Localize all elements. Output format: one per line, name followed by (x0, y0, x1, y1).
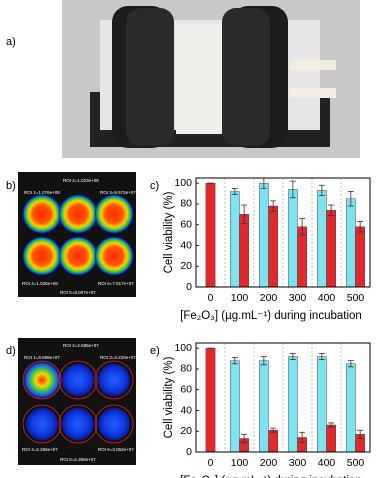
x-tick-label: 0 (208, 457, 214, 469)
well (94, 194, 134, 234)
roi-circle (58, 404, 98, 444)
bar (205, 182, 216, 288)
imaging-d (18, 338, 136, 465)
y-tick-label: 0 (186, 446, 192, 458)
x-tick-label: 500 (347, 457, 365, 469)
panel-label: e) (150, 345, 160, 357)
bar (205, 347, 216, 453)
bar (346, 363, 356, 453)
x-tick-label: 100 (231, 457, 249, 469)
y-axis-label: Cell viability (%) (163, 191, 175, 273)
x-axis-label: [Fe₂O₃] (µg.mL⁻¹) during incubation (180, 310, 362, 322)
x-tick-label: 500 (347, 292, 365, 304)
panel-label: c) (150, 180, 159, 192)
well (96, 406, 132, 442)
roi-label: ROI 5=8.097e+07 (60, 290, 96, 295)
x-tick-label: 400 (318, 292, 336, 304)
plate (176, 24, 222, 134)
imaging-b (18, 172, 136, 297)
clamp-band (126, 8, 174, 146)
bar (230, 191, 240, 288)
tube (290, 60, 336, 70)
well (22, 236, 62, 276)
bar (268, 205, 278, 288)
bar (239, 214, 249, 288)
roi-label: ROI 6=3.062e+07 (98, 447, 134, 452)
plot-frame (195, 177, 371, 288)
bar (317, 356, 327, 453)
y-tick-label: 20 (180, 425, 192, 437)
image-background (18, 172, 136, 297)
roi-circles (22, 360, 134, 444)
bar (297, 226, 307, 288)
roi-label: ROI 4=1.026e+08 (22, 281, 58, 286)
well (60, 406, 96, 442)
y-tick-label: 100 (174, 177, 192, 189)
roi-labels-d: ROI 2=2.595e+07 ROI 1=9.898e+07 ROI 3=3.… (22, 343, 136, 462)
well (96, 362, 132, 398)
well (58, 236, 98, 276)
plot-frame (195, 342, 371, 453)
roi-label: ROI 3=3.220e+07 (100, 355, 136, 360)
panel-label: d) (6, 345, 16, 357)
well (24, 406, 60, 442)
y-tick-label: 0 (186, 281, 192, 293)
well (60, 362, 96, 398)
bar (355, 226, 365, 288)
roi-label: ROI 6=7.917e+07 (98, 281, 134, 286)
x-tick-label: 100 (231, 292, 249, 304)
roi-circle (94, 360, 134, 400)
x-tick-label: 0 (208, 292, 214, 304)
roi-circle (94, 404, 134, 444)
bar (288, 356, 298, 453)
roi-label: ROI 2=1.023e+08 (63, 178, 99, 183)
photo (62, 0, 360, 158)
bar (259, 360, 269, 453)
roi-label: ROI 3=9.572e+07 (100, 190, 136, 195)
y-tick-label: 80 (180, 363, 192, 375)
y-axis-label: Cell viability (%) (163, 356, 175, 438)
roi-circle (22, 360, 62, 400)
bar (326, 424, 336, 453)
panel-label: b) (6, 180, 16, 192)
roi-labels-b: ROI 2=1.023e+08 ROI 1=1.076e+08 ROI 3=9.… (22, 178, 136, 295)
image-background (18, 338, 136, 465)
x-tick-label: 400 (318, 457, 336, 469)
roi-label: ROI 2=2.595e+07 (63, 343, 99, 348)
bar (346, 198, 356, 288)
bar (268, 430, 278, 453)
y-tick-label: 20 (180, 260, 192, 272)
roi-circle (58, 360, 98, 400)
bar (259, 182, 269, 288)
y-tick-label: 80 (180, 198, 192, 210)
y-tick-label: 60 (180, 218, 192, 230)
clamp-band (222, 8, 270, 146)
roi-circle (22, 404, 62, 444)
x-tick-label: 300 (289, 457, 307, 469)
roi-label: ROI 1=1.076e+08 (24, 190, 60, 195)
bar (288, 189, 298, 288)
x-tick-label: 200 (260, 292, 278, 304)
well (21, 359, 63, 401)
well (22, 194, 62, 234)
y-tick-label: 40 (180, 404, 192, 416)
well (94, 236, 134, 276)
x-tick-label: 300 (289, 292, 307, 304)
panel-label: a) (6, 36, 16, 48)
y-tick-label: 60 (180, 383, 192, 395)
y-tick-label: 100 (174, 342, 192, 354)
roi-label: ROI 1=9.898e+07 (24, 355, 60, 360)
roi-label: ROI 5=2.365e+07 (60, 457, 96, 462)
x-axis-label: [Fe₂O₃] (µg.mL⁻¹) during incubation (180, 475, 362, 478)
roi-label: ROI 4=2.266e+07 (22, 447, 58, 452)
tube (290, 88, 336, 98)
y-tick-label: 40 (180, 239, 192, 251)
bar (326, 209, 336, 288)
well (58, 194, 98, 234)
bar (230, 360, 240, 453)
bar (317, 190, 327, 288)
x-tick-label: 200 (260, 457, 278, 469)
